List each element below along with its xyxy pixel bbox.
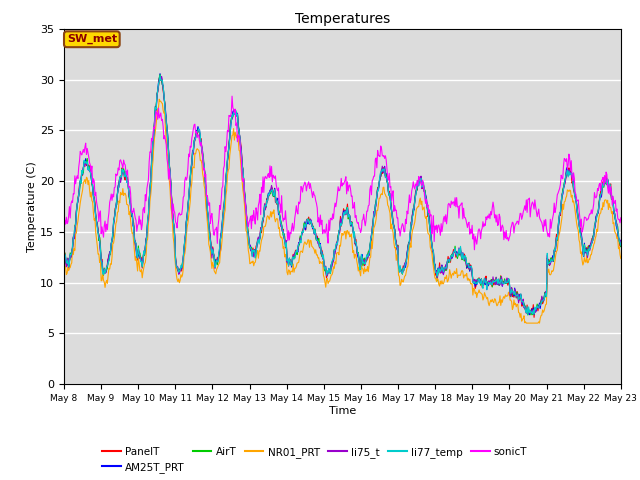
AirT xyxy=(156,72,164,78)
sonicT xyxy=(470,247,478,252)
AM25T_PRT xyxy=(411,196,419,202)
AM25T_PRT xyxy=(214,256,222,262)
sonicT xyxy=(411,186,419,192)
li75_t xyxy=(617,242,625,248)
Line: li77_temp: li77_temp xyxy=(64,75,621,314)
AM25T_PRT xyxy=(428,236,435,241)
AirT xyxy=(70,235,78,240)
AirT xyxy=(127,208,135,214)
li77_temp xyxy=(428,237,435,242)
li75_t xyxy=(428,234,435,240)
NR01_PRT xyxy=(156,96,163,102)
li77_temp xyxy=(411,198,419,204)
li75_t xyxy=(411,199,419,205)
li77_temp xyxy=(617,242,625,248)
AM25T_PRT xyxy=(617,243,625,249)
li75_t xyxy=(214,256,222,262)
sonicT xyxy=(228,93,236,99)
AirT xyxy=(214,258,222,264)
PanelT xyxy=(411,197,419,203)
PanelT xyxy=(214,255,222,261)
AirT xyxy=(524,312,532,318)
NR01_PRT xyxy=(428,247,435,252)
AM25T_PRT xyxy=(70,236,78,241)
sonicT xyxy=(184,165,192,171)
li77_temp xyxy=(214,259,222,264)
AM25T_PRT xyxy=(525,312,533,318)
li77_temp xyxy=(185,194,193,200)
li75_t xyxy=(157,73,165,79)
PanelT xyxy=(60,252,68,258)
AirT xyxy=(428,233,435,239)
sonicT xyxy=(214,240,221,246)
AM25T_PRT xyxy=(127,213,135,219)
AM25T_PRT xyxy=(156,71,164,77)
PanelT xyxy=(127,208,135,214)
Line: PanelT: PanelT xyxy=(64,77,621,317)
li77_temp xyxy=(156,72,164,78)
Text: SW_met: SW_met xyxy=(67,34,117,44)
AirT xyxy=(185,197,193,203)
AM25T_PRT xyxy=(60,250,68,256)
Line: AM25T_PRT: AM25T_PRT xyxy=(64,74,621,315)
Y-axis label: Temperature (C): Temperature (C) xyxy=(28,161,37,252)
NR01_PRT xyxy=(522,320,530,326)
li75_t xyxy=(60,254,68,260)
sonicT xyxy=(127,207,135,213)
sonicT xyxy=(60,225,68,231)
NR01_PRT xyxy=(185,213,193,219)
Line: li75_t: li75_t xyxy=(64,76,621,314)
li75_t xyxy=(127,210,135,216)
AirT xyxy=(617,244,625,250)
AirT xyxy=(60,254,68,260)
NR01_PRT xyxy=(214,263,222,269)
PanelT xyxy=(156,74,164,80)
li77_temp xyxy=(60,252,68,257)
sonicT xyxy=(617,215,625,221)
Legend: PanelT, AM25T_PRT, AirT, NR01_PRT, li75_t, li77_temp, sonicT: PanelT, AM25T_PRT, AirT, NR01_PRT, li75_… xyxy=(98,443,531,477)
AM25T_PRT xyxy=(185,196,193,202)
AirT xyxy=(411,198,419,204)
li75_t xyxy=(530,311,538,317)
PanelT xyxy=(617,242,625,248)
Line: sonicT: sonicT xyxy=(64,96,621,250)
NR01_PRT xyxy=(70,246,78,252)
li75_t xyxy=(70,236,78,242)
PanelT xyxy=(530,314,538,320)
NR01_PRT xyxy=(60,258,68,264)
Title: Temperatures: Temperatures xyxy=(295,12,390,26)
sonicT xyxy=(428,212,435,217)
PanelT xyxy=(185,195,193,201)
li77_temp xyxy=(127,211,135,216)
li75_t xyxy=(185,193,193,199)
PanelT xyxy=(428,236,435,241)
NR01_PRT xyxy=(411,219,419,225)
sonicT xyxy=(70,191,78,197)
X-axis label: Time: Time xyxy=(329,406,356,416)
li77_temp xyxy=(524,312,532,317)
Line: AirT: AirT xyxy=(64,75,621,315)
Line: NR01_PRT: NR01_PRT xyxy=(64,99,621,323)
NR01_PRT xyxy=(617,256,625,262)
NR01_PRT xyxy=(127,226,135,231)
li77_temp xyxy=(70,231,78,237)
PanelT xyxy=(70,233,78,239)
